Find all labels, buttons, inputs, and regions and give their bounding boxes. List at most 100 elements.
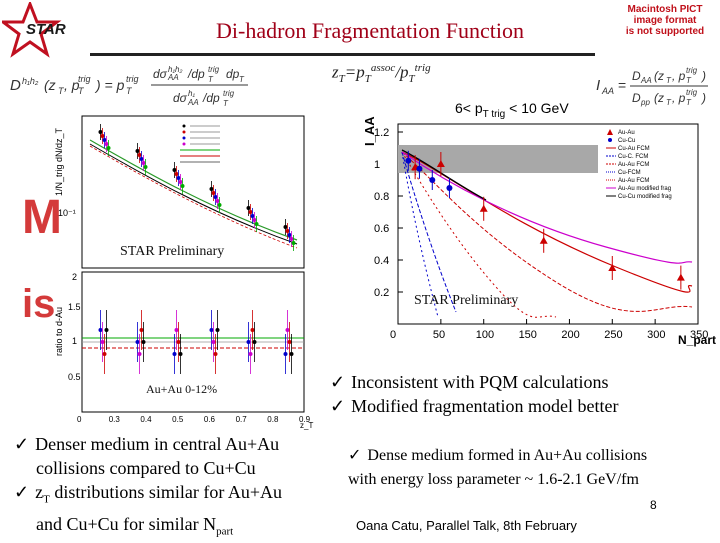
fit-curve-red <box>89 145 298 249</box>
data-point <box>211 191 216 195</box>
svg-text:T: T <box>208 75 214 84</box>
data-point <box>143 165 148 169</box>
data-point <box>100 134 105 138</box>
svg-text:h₁h₂: h₁h₂ <box>168 65 182 74</box>
star-shape-icon <box>2 2 62 58</box>
npart-tick-label: 350 <box>690 329 708 341</box>
svg-text:Cu-FCM: Cu-FCM <box>618 170 641 176</box>
top-frame <box>81 115 305 269</box>
data-point <box>283 225 288 229</box>
svg-text:) = p: ) = p <box>94 77 125 93</box>
ratio-point <box>283 352 288 356</box>
curve-magenta <box>401 151 693 264</box>
svg-text:, p: , p <box>672 91 686 105</box>
bullet-right-1: ✓ Inconsistent with PQM calculations <box>330 372 609 392</box>
bullet-right-2: ✓ Modified fragmentation model better <box>330 396 619 416</box>
pict-line-1: Macintosh PICT <box>627 4 703 15</box>
ratio-point <box>176 340 181 344</box>
y-tick-1_5: 1.5 <box>68 302 81 312</box>
ratio-point <box>209 328 214 332</box>
svg-text:AA: AA <box>167 73 179 82</box>
svg-text:D: D <box>632 69 641 83</box>
check-icon: ✓ <box>14 434 30 454</box>
iaa-tick-label: 0.4 <box>374 255 389 267</box>
svg-text:Au-Au modified frag: Au-Au modified frag <box>618 186 671 192</box>
curve-red-dot <box>401 151 557 318</box>
top-y-axis-label: 1/N_trig dN/dz_T <box>54 127 64 196</box>
ratio-point <box>250 328 255 332</box>
data-point <box>246 206 251 210</box>
ratio-point <box>215 328 220 332</box>
fit-curve-green <box>89 139 298 241</box>
svg-text:T: T <box>223 99 229 108</box>
y-tick-1: 1 <box>72 336 77 346</box>
x-axis-label: z_T <box>300 421 313 430</box>
svg-text:h₁: h₁ <box>188 89 195 98</box>
svg-text:/dp: /dp <box>202 91 220 105</box>
svg-text:, p: , p <box>64 77 80 93</box>
auau-point <box>436 160 445 167</box>
slide-title: Di-hadron Fragmentation Function <box>216 18 524 43</box>
svg-text:T: T <box>666 76 672 85</box>
pict-line-2: image format <box>633 15 697 26</box>
page-number: 8 <box>650 498 657 512</box>
zt-definition: zT=pTassoc/pTtrig <box>332 62 431 86</box>
pict-line-3: is not supported <box>625 26 705 37</box>
data-point <box>252 218 257 222</box>
data-point <box>106 146 111 150</box>
ratio-point <box>98 328 103 332</box>
ratio-point <box>100 340 105 344</box>
data-point <box>102 138 107 142</box>
svg-text:pp: pp <box>640 98 650 107</box>
check-icon: ✓ <box>14 482 30 502</box>
svg-text:AA: AA <box>187 98 199 107</box>
bullet-mid-1: ✓ Dense medium formed in Au+Au collisions <box>348 447 648 464</box>
svg-text:trig: trig <box>686 88 698 97</box>
svg-text:T: T <box>239 75 245 84</box>
svg-text:dσ: dσ <box>173 91 188 105</box>
data-point <box>250 214 255 218</box>
svg-text:T: T <box>666 98 672 107</box>
bullet-left-2: ✓ zT distributions similar for Au+Au <box>14 482 282 506</box>
x-tick-label: 0.9 <box>299 415 311 424</box>
x-tick-label: 0.7 <box>236 415 248 424</box>
left-bullets: ✓ Denser medium in central Au+Au collisio… <box>14 432 282 543</box>
data-point <box>139 157 144 161</box>
data-point <box>289 237 294 241</box>
data-point <box>176 176 181 180</box>
ratio-point <box>102 352 107 356</box>
svg-text:dp: dp <box>226 67 240 81</box>
check-icon: ✓ <box>348 447 362 464</box>
iaa-vs-npart-plot: I_AA 0.2 0.4 0.6 0.8 1 1.2 0 50 100 150 200 250 300… <box>362 116 716 347</box>
data-point <box>287 233 292 237</box>
svg-text:AA: AA <box>640 76 652 85</box>
iaa-tick-label: 0.2 <box>374 287 389 299</box>
right-preliminary-label: STAR Preliminary <box>414 293 519 308</box>
svg-text:/dp: /dp <box>187 67 205 81</box>
bullet-left-2-cont: and Cu+Cu for similar Npart <box>36 513 234 538</box>
data-point <box>213 195 218 199</box>
npart-tick-label: 200 <box>561 329 579 341</box>
data-point <box>172 168 177 172</box>
svg-text:(z: (z <box>44 77 56 93</box>
star-logo: STAR <box>2 2 66 58</box>
auau-point <box>676 273 685 281</box>
svg-text:Au-Au FCM: Au-Au FCM <box>618 162 649 168</box>
svg-text:trig: trig <box>223 89 235 98</box>
svg-text:Cu-Cu: Cu-Cu <box>618 138 635 144</box>
svg-text:trig: trig <box>208 65 220 74</box>
svg-text:AA: AA <box>601 86 614 96</box>
x-tick-label: 0.6 <box>204 415 216 424</box>
data-point <box>209 187 214 191</box>
svg-text:Cu-Cu modified frag: Cu-Cu modified frag <box>618 194 672 200</box>
npart-axis-label: N_part <box>678 333 716 347</box>
data-point <box>174 172 179 176</box>
svg-text:Cu-C. FCM: Cu-C. FCM <box>618 154 648 160</box>
title-rule <box>90 53 595 56</box>
data-point <box>137 153 142 157</box>
ratio-point <box>141 340 146 344</box>
y-tick-2: 2 <box>72 272 77 282</box>
ratio-point <box>139 328 144 332</box>
svg-text:): ) <box>700 69 706 83</box>
data-point <box>178 180 183 184</box>
